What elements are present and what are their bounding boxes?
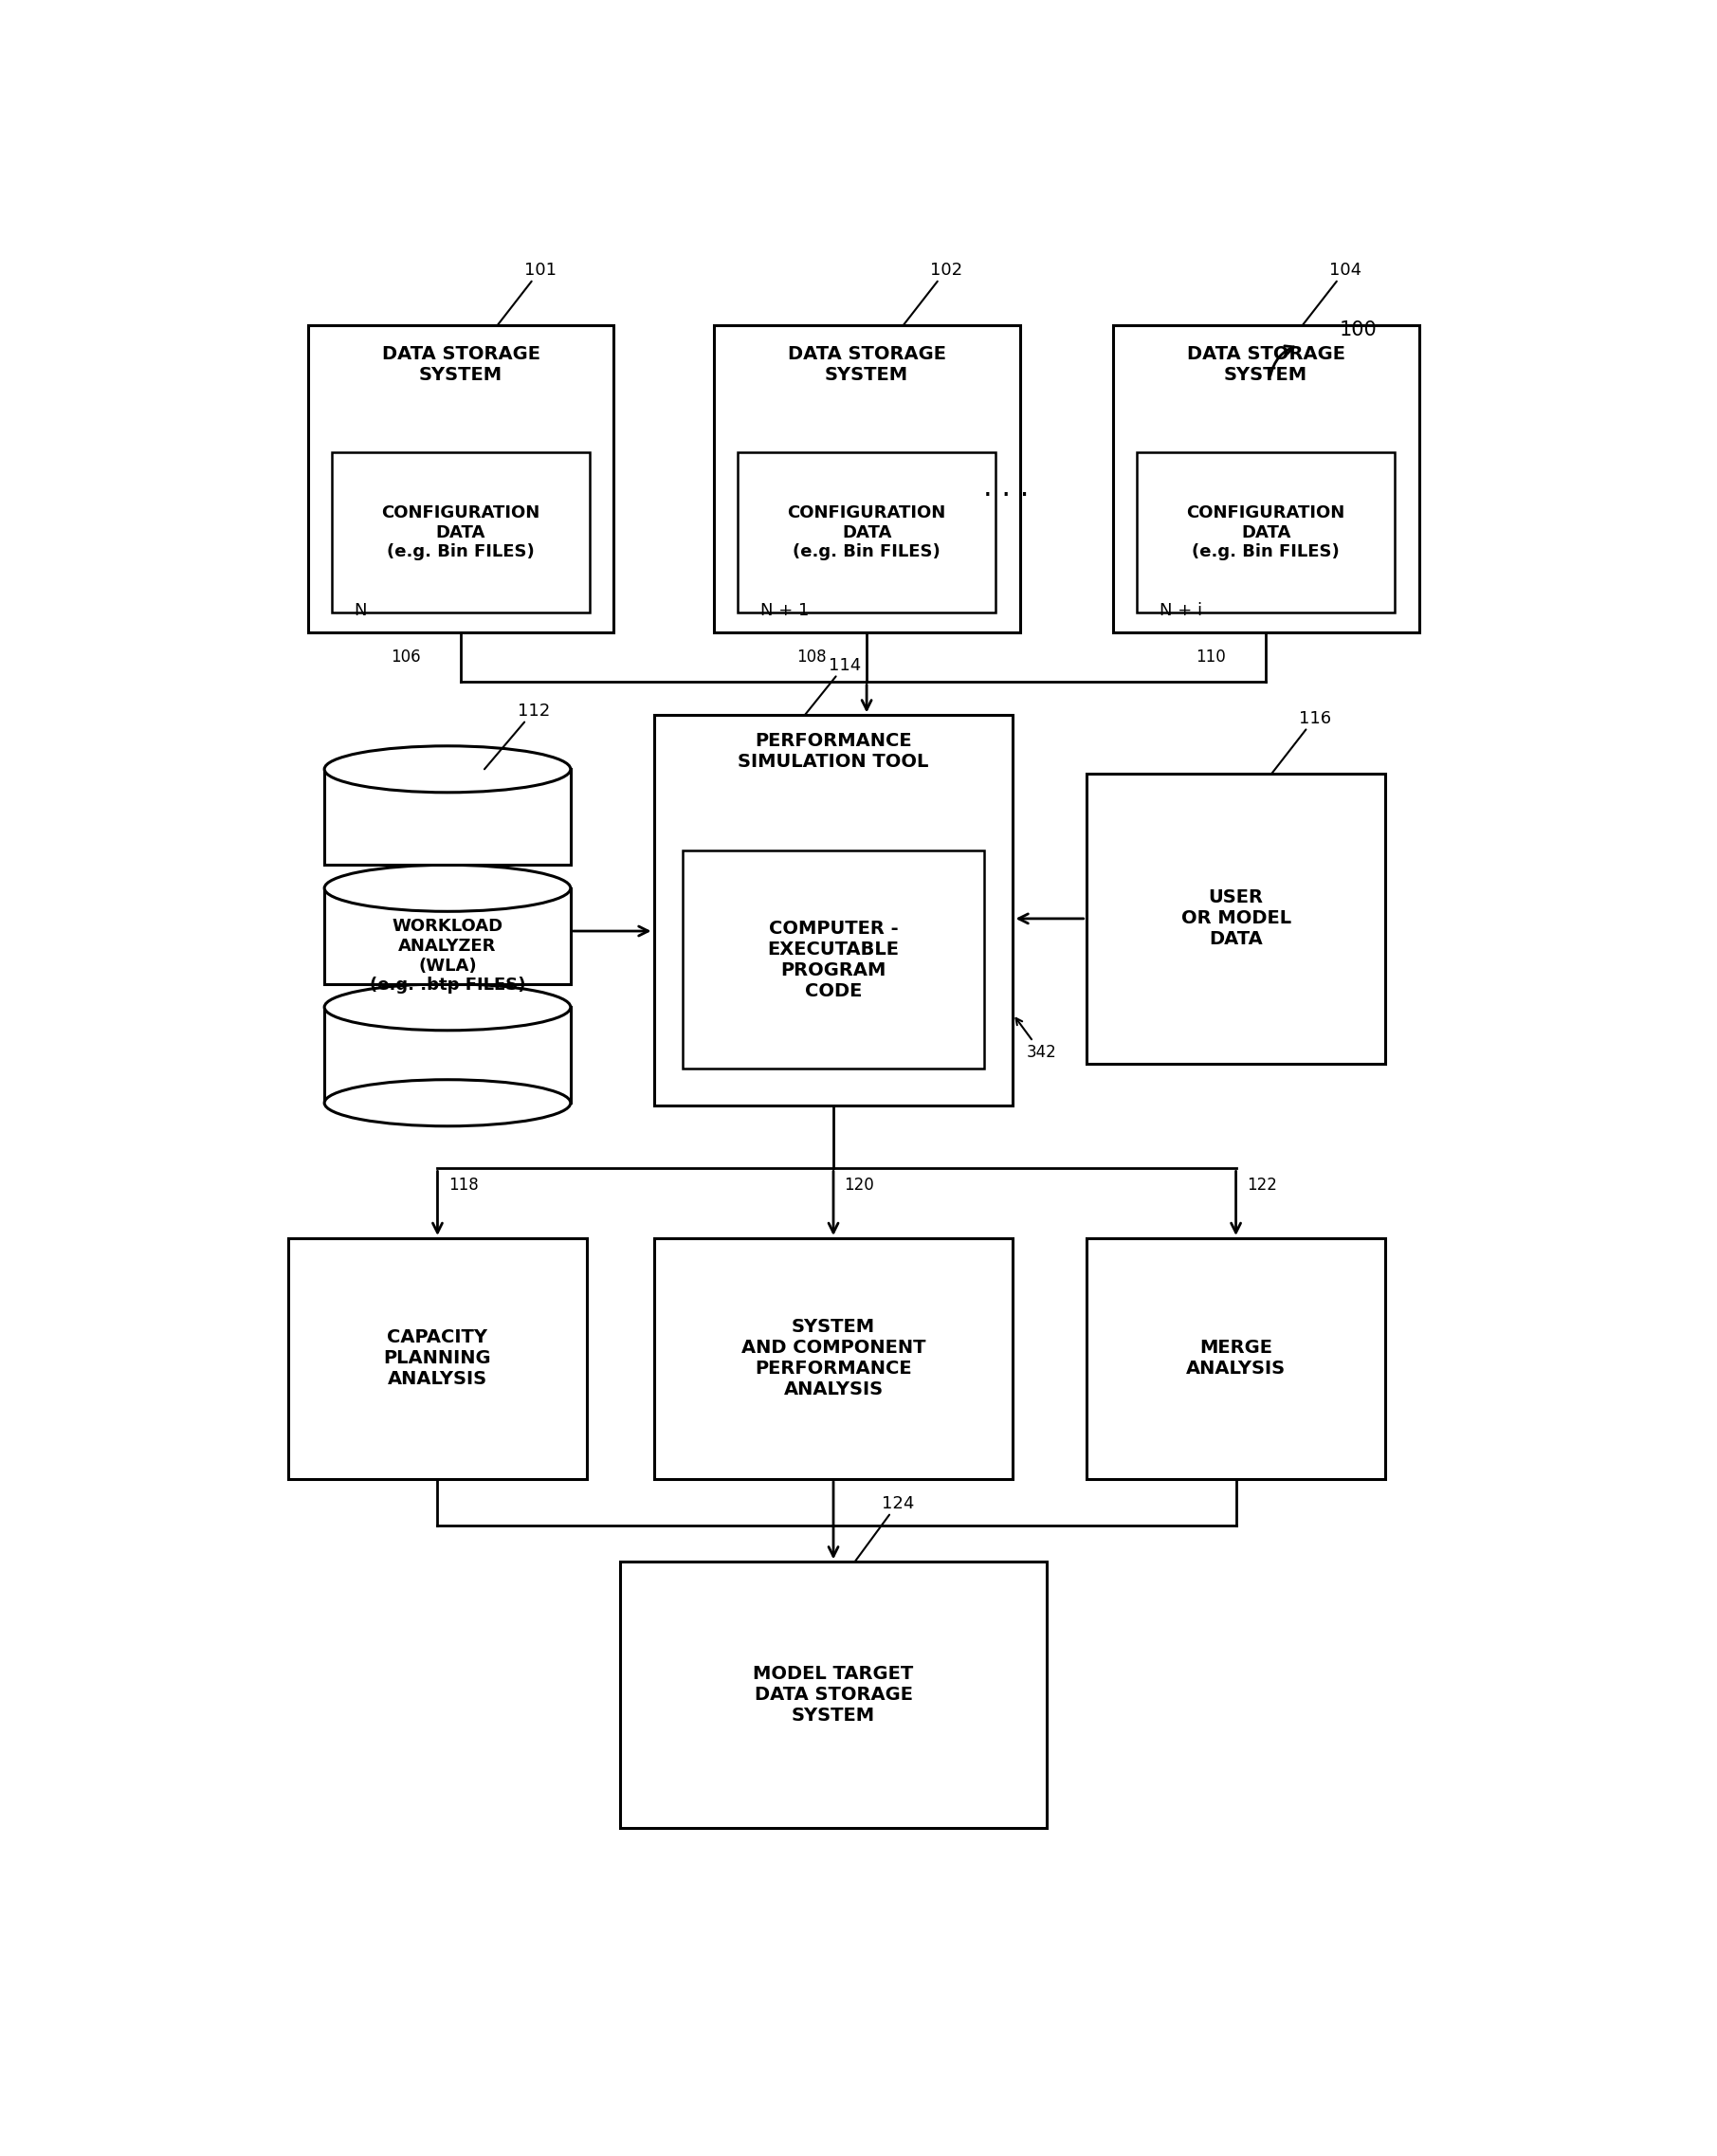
Text: DATA STORAGE
SYSTEM: DATA STORAGE SYSTEM xyxy=(381,345,539,384)
Text: 100: 100 xyxy=(1339,319,1377,338)
Text: CONFIGURATION
DATA
(e.g. Bin FILES): CONFIGURATION DATA (e.g. Bin FILES) xyxy=(381,505,541,561)
Bar xyxy=(620,1561,1046,1828)
Text: 106: 106 xyxy=(391,649,421,666)
Bar xyxy=(307,326,615,632)
Bar xyxy=(654,716,1013,1106)
Ellipse shape xyxy=(325,983,570,1031)
Text: 104: 104 xyxy=(1303,261,1362,326)
Bar xyxy=(325,1007,570,1104)
Text: 342: 342 xyxy=(1016,1018,1056,1061)
Bar xyxy=(288,1238,587,1479)
Text: . . .: . . . xyxy=(984,474,1028,502)
Text: 124: 124 xyxy=(855,1494,913,1561)
Text: MERGE
ANALYSIS: MERGE ANALYSIS xyxy=(1186,1339,1286,1378)
Text: 118: 118 xyxy=(448,1177,479,1194)
Text: PERFORMANCE
SIMULATION TOOL: PERFORMANCE SIMULATION TOOL xyxy=(738,731,929,770)
Text: 108: 108 xyxy=(797,649,828,666)
Text: 112: 112 xyxy=(484,703,549,770)
Text: DATA STORAGE
SYSTEM: DATA STORAGE SYSTEM xyxy=(788,345,946,384)
Text: 114: 114 xyxy=(805,658,860,716)
Text: 101: 101 xyxy=(498,261,556,326)
Text: USER
OR MODEL
DATA: USER OR MODEL DATA xyxy=(1181,888,1291,949)
Ellipse shape xyxy=(325,1080,570,1125)
Text: DATA STORAGE
SYSTEM: DATA STORAGE SYSTEM xyxy=(1186,345,1344,384)
Text: 122: 122 xyxy=(1247,1177,1277,1194)
Text: 102: 102 xyxy=(903,261,962,326)
Text: MODEL TARGET
DATA STORAGE
SYSTEM: MODEL TARGET DATA STORAGE SYSTEM xyxy=(754,1664,913,1725)
Bar xyxy=(714,326,1020,632)
Text: COMPUTER -
EXECUTABLE
PROGRAM
CODE: COMPUTER - EXECUTABLE PROGRAM CODE xyxy=(767,918,900,1000)
Text: CAPACITY
PLANNING
ANALYSIS: CAPACITY PLANNING ANALYSIS xyxy=(383,1328,491,1388)
Bar xyxy=(683,849,984,1069)
Bar xyxy=(1137,453,1394,612)
Ellipse shape xyxy=(325,865,570,912)
Text: CONFIGURATION
DATA
(e.g. Bin FILES): CONFIGURATION DATA (e.g. Bin FILES) xyxy=(1186,505,1344,561)
Bar xyxy=(738,453,996,612)
Text: WORKLOAD
ANALYZER
(WLA)
(e.g. .btp FILES): WORKLOAD ANALYZER (WLA) (e.g. .btp FILES… xyxy=(369,918,525,994)
Text: 116: 116 xyxy=(1272,709,1331,774)
Text: CONFIGURATION
DATA
(e.g. Bin FILES): CONFIGURATION DATA (e.g. Bin FILES) xyxy=(788,505,946,561)
Text: N: N xyxy=(354,602,367,619)
Text: SYSTEM
AND COMPONENT
PERFORMANCE
ANALYSIS: SYSTEM AND COMPONENT PERFORMANCE ANALYSI… xyxy=(742,1317,925,1399)
Text: 120: 120 xyxy=(845,1177,874,1194)
Bar xyxy=(325,888,570,983)
Bar xyxy=(325,770,570,865)
Bar xyxy=(1113,326,1418,632)
Bar xyxy=(1087,1238,1386,1479)
Ellipse shape xyxy=(325,746,570,793)
Bar xyxy=(1087,774,1386,1063)
Bar xyxy=(331,453,591,612)
Bar xyxy=(654,1238,1013,1479)
Text: N + i: N + i xyxy=(1159,602,1202,619)
Text: N + 1: N + 1 xyxy=(761,602,809,619)
Text: 110: 110 xyxy=(1195,649,1226,666)
